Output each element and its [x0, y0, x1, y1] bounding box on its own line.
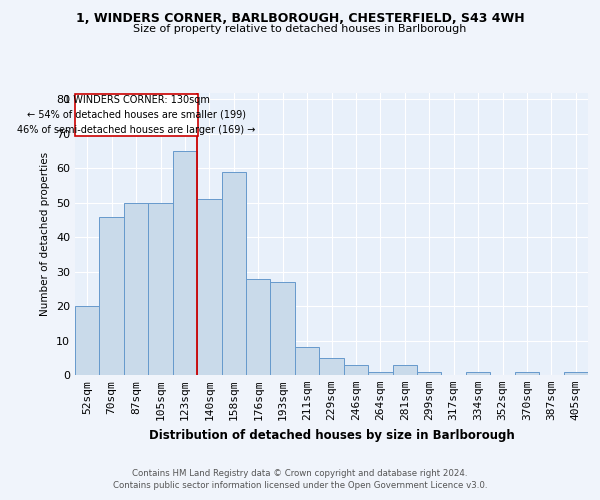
Bar [124, 202, 148, 375]
Bar [392, 364, 417, 375]
Text: 1, WINDERS CORNER, BARLBOROUGH, CHESTERFIELD, S43 4WH: 1, WINDERS CORNER, BARLBOROUGH, CHESTERF… [76, 12, 524, 26]
Bar [246, 278, 271, 375]
Bar [368, 372, 392, 375]
Bar [344, 364, 368, 375]
Bar [100, 216, 124, 375]
Text: 1 WINDERS CORNER: 130sqm
← 54% of detached houses are smaller (199)
46% of semi-: 1 WINDERS CORNER: 130sqm ← 54% of detach… [17, 95, 256, 134]
Bar [173, 151, 197, 375]
Bar [197, 200, 221, 375]
Bar [221, 172, 246, 375]
Bar [148, 202, 173, 375]
Bar [76, 94, 197, 136]
Bar [466, 372, 490, 375]
Bar [75, 306, 100, 375]
Bar [417, 372, 442, 375]
Y-axis label: Number of detached properties: Number of detached properties [40, 152, 50, 316]
Bar [319, 358, 344, 375]
Text: Contains HM Land Registry data © Crown copyright and database right 2024.
Contai: Contains HM Land Registry data © Crown c… [113, 469, 487, 490]
Bar [563, 372, 588, 375]
Bar [271, 282, 295, 375]
X-axis label: Distribution of detached houses by size in Barlborough: Distribution of detached houses by size … [149, 428, 514, 442]
Bar [515, 372, 539, 375]
Text: Size of property relative to detached houses in Barlborough: Size of property relative to detached ho… [133, 24, 467, 34]
Bar [295, 348, 319, 375]
